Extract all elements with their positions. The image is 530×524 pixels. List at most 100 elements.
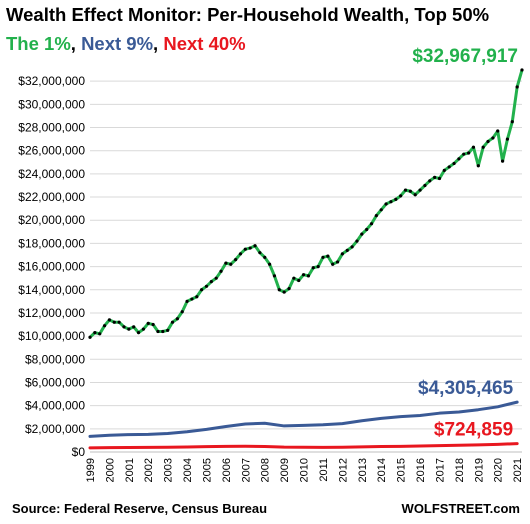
y-tick-label: $10,000,000 — [18, 329, 85, 343]
data-point — [253, 244, 257, 248]
data-point — [442, 168, 446, 173]
data-point — [234, 258, 238, 262]
axes: $0 $2,000,000 $4,000,000 $6,000,000 $8,000,0… — [18, 74, 524, 482]
data-point — [476, 164, 480, 168]
x-tick-label: 1999 — [85, 458, 97, 482]
legend-entry: The 1% — [6, 33, 71, 54]
x-tick-label: 2015 — [396, 458, 408, 482]
data-point — [306, 274, 311, 278]
data-point — [229, 262, 233, 266]
data-point — [156, 329, 160, 334]
legend-entry: Next 9% — [81, 33, 154, 54]
x-tick-label: 2008 — [260, 458, 272, 482]
end-value-label: $724,859 — [434, 420, 513, 441]
x-tick-label: 2016 — [415, 458, 427, 482]
x-tick-label: 2013 — [357, 458, 369, 482]
x-tick-label: 2004 — [182, 458, 194, 482]
data-point — [491, 136, 495, 140]
data-point — [258, 251, 262, 255]
data-point — [102, 324, 107, 328]
data-point — [520, 68, 524, 72]
y-tick-label: $0 — [72, 445, 86, 459]
data-point — [263, 255, 267, 259]
data-point — [369, 222, 374, 226]
data-point — [301, 273, 306, 277]
data-point — [122, 325, 126, 329]
data-point — [93, 331, 97, 335]
x-tick-label: 2000 — [104, 458, 116, 482]
x-tick-label: 2009 — [279, 458, 291, 482]
end-labels: $32,967,917 $4,305,465 $724,859 — [412, 46, 518, 441]
x-tick-label: 2014 — [376, 458, 388, 482]
end-value-label: $4,305,465 — [418, 378, 514, 399]
x-tick-label: 2002 — [143, 458, 155, 482]
x-tick-label: 2005 — [201, 458, 213, 482]
data-point — [161, 329, 165, 334]
data-point — [98, 332, 102, 336]
data-point — [471, 145, 476, 149]
source-note: Source: Federal Reserve, Census Bureau — [12, 501, 268, 516]
data-point — [408, 189, 412, 193]
series-line-0 — [88, 68, 524, 339]
y-tick-label: $30,000,000 — [18, 97, 85, 111]
data-point — [510, 120, 514, 124]
data-point — [170, 320, 175, 324]
y-tick-label: $16,000,000 — [18, 260, 85, 274]
chart-title: Wealth Effect Monitor: Per-Household Wea… — [6, 4, 490, 25]
legend-entry: , — [153, 33, 164, 54]
y-tick-label: $22,000,000 — [18, 190, 85, 204]
data-point — [268, 262, 272, 266]
x-tick-label: 2021 — [512, 458, 524, 482]
data-point — [505, 137, 510, 141]
data-point — [423, 183, 427, 188]
y-tick-label: $20,000,000 — [18, 213, 85, 227]
data-point — [365, 227, 369, 232]
data-point — [340, 252, 344, 256]
data-point — [141, 327, 145, 331]
data-point — [418, 188, 422, 192]
x-tick-label: 2003 — [163, 458, 175, 482]
data-point — [185, 299, 189, 303]
data-point — [360, 232, 364, 236]
data-point — [384, 202, 388, 206]
data-point — [136, 331, 141, 335]
x-tick-label: 2017 — [434, 458, 446, 482]
grid-lines — [90, 80, 522, 430]
x-tick-label: 2019 — [473, 458, 485, 482]
x-tick-label: 2006 — [221, 458, 233, 482]
data-point — [272, 274, 277, 278]
data-point — [374, 214, 378, 218]
data-point — [462, 152, 466, 156]
data-point — [166, 328, 170, 332]
x-tick-label: 2011 — [318, 458, 330, 482]
y-tick-label: $8,000,000 — [25, 352, 85, 366]
chart-legend: The 1%, Next 9%, Next 40% — [6, 33, 246, 55]
data-point — [151, 322, 155, 327]
data-point — [292, 276, 296, 280]
data-point — [345, 248, 349, 252]
data-point — [200, 288, 204, 292]
data-point — [452, 161, 456, 166]
series-line-2 — [88, 442, 519, 450]
data-point — [175, 317, 179, 321]
data-point — [467, 151, 471, 155]
y-tick-label: $14,000,000 — [18, 283, 85, 297]
data-point — [112, 320, 116, 324]
data-point — [209, 280, 213, 284]
y-tick-label: $32,000,000 — [18, 74, 85, 88]
data-point — [496, 129, 500, 133]
data-point — [331, 262, 335, 266]
data-point — [282, 290, 286, 294]
y-tick-label: $18,000,000 — [18, 236, 85, 250]
data-point — [457, 157, 461, 161]
data-point — [447, 165, 451, 169]
data-point — [297, 278, 301, 283]
y-tick-label: $2,000,000 — [25, 422, 85, 436]
data-point — [399, 194, 403, 198]
data-point — [238, 252, 243, 256]
data-point — [243, 247, 247, 251]
data-point — [335, 260, 340, 264]
data-point — [277, 288, 281, 292]
y-tick-label: $12,000,000 — [18, 306, 85, 320]
